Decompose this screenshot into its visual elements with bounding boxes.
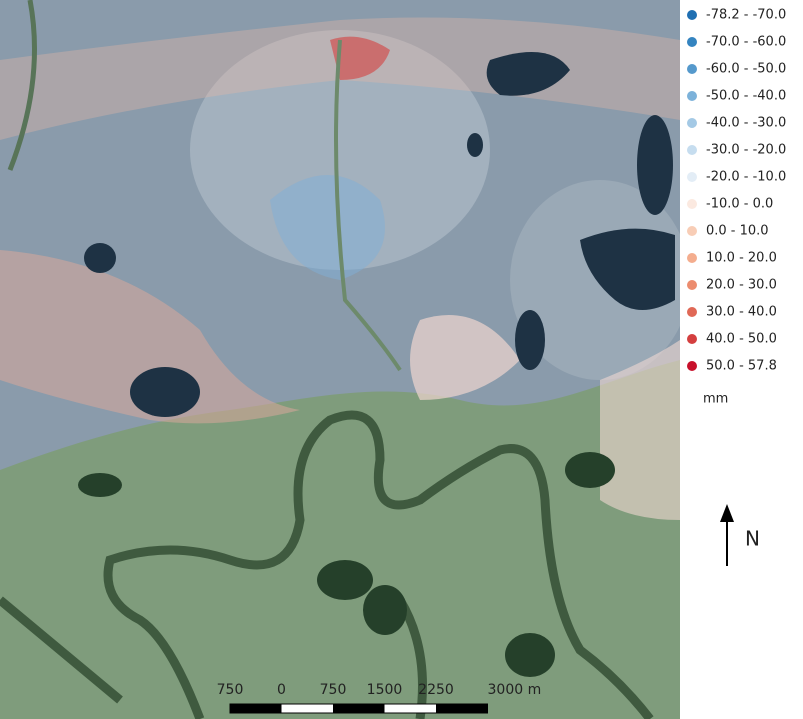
north-arrow: N (720, 504, 760, 566)
legend-swatch (687, 172, 697, 182)
legend-label: 50.0 - 57.8 (706, 359, 777, 374)
legend-label: 10.0 - 20.0 (706, 251, 777, 266)
map (0, 0, 680, 719)
stream (334, 39, 402, 372)
scale-bar-label: 1500 (367, 682, 403, 698)
subsidence-zone (330, 36, 390, 80)
legend-swatch (687, 199, 697, 209)
legend-swatch (687, 64, 697, 74)
lakes (84, 52, 675, 417)
legend-label: 20.0 - 30.0 (706, 278, 777, 293)
legend-label: -60.0 - -50.0 (706, 62, 786, 77)
legend-label: -78.2 - -70.0 (706, 8, 786, 23)
legend-swatch (687, 361, 697, 371)
scale-bar-segment (333, 704, 385, 713)
stream (7, 0, 37, 171)
scale-bar: 750 0 750 1500 2250 3000 m (217, 682, 542, 714)
legend-label: 30.0 - 40.0 (706, 305, 777, 320)
wetland-ponds (78, 452, 615, 677)
legend-label: 0.0 - 10.0 (706, 224, 769, 239)
uplift-zone (0, 250, 300, 424)
legend-swatch (687, 253, 697, 263)
legend-swatch (687, 280, 697, 290)
uplift-zone (410, 315, 520, 400)
legend-swatch (687, 226, 697, 236)
legend-unit: mm (703, 392, 728, 407)
scale-bar-label: 2250 (418, 682, 454, 698)
legend-label: -40.0 - -30.0 (706, 116, 786, 131)
legend-swatch (687, 118, 697, 128)
legend-label: -10.0 - 0.0 (706, 197, 773, 212)
subsidence-zone (270, 175, 385, 280)
upland-light (190, 30, 490, 270)
legend-swatch (687, 10, 697, 20)
legend-swatch (687, 334, 697, 344)
legend: -78.2 - -70.0 -70.0 - -60.0 -60.0 - -50.0 -… (687, 8, 786, 407)
scale-bar-label: 0 (277, 682, 286, 698)
legend-swatch (687, 145, 697, 155)
legend-label: -20.0 - -10.0 (706, 170, 786, 185)
north-label: N (745, 527, 760, 551)
legend-label: -50.0 - -40.0 (706, 89, 786, 104)
scale-bar-label: 3000 m (488, 682, 542, 698)
scale-bar-segment (230, 704, 282, 713)
uplift-zone (600, 340, 680, 520)
legend-swatch (687, 91, 697, 101)
legend-label: -70.0 - -60.0 (706, 35, 786, 50)
legend-label: -30.0 - -20.0 (706, 143, 786, 158)
legend-label: 40.0 - 50.0 (706, 332, 777, 347)
legend-swatch (687, 37, 697, 47)
north-arrow-head (720, 504, 734, 522)
legend-swatch (687, 307, 697, 317)
scale-bar-label: 750 (320, 682, 347, 698)
scale-bar-label: 750 (217, 682, 244, 698)
scale-bar-segment (436, 704, 488, 713)
